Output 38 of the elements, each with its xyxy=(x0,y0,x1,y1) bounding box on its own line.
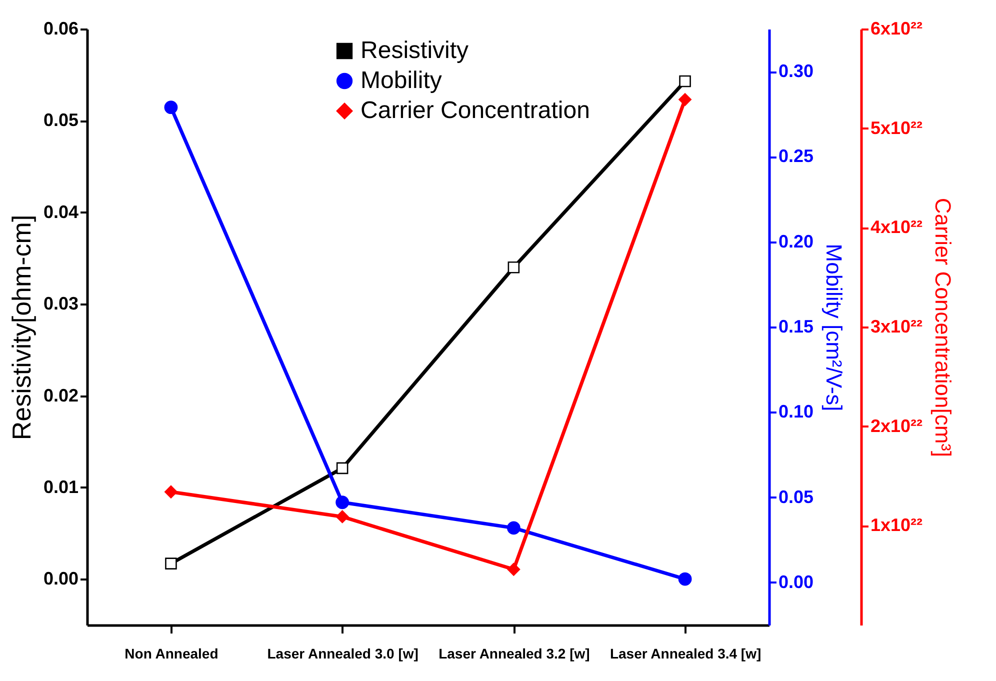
y-tick-label: 0.00 xyxy=(43,568,78,589)
y3-tick-label: 6x10²² xyxy=(870,18,923,38)
legend-label: Mobility xyxy=(360,67,442,94)
y-tick-label: 0.03 xyxy=(43,294,78,314)
point xyxy=(164,100,178,114)
point xyxy=(336,462,348,474)
point xyxy=(678,572,692,586)
legend-label: Carrier Concentration xyxy=(360,97,590,124)
y-axis-title: Resistivity[ohm-cm] xyxy=(6,214,36,440)
y2-tick-label: 0.10 xyxy=(778,402,814,422)
y2-tick-label: 0.15 xyxy=(778,316,814,336)
y2-tick-label: 0.05 xyxy=(778,486,814,507)
y3-tick-label: 5x10²² xyxy=(870,118,923,138)
x-tick-label: Laser Annealed 3.2 [w] xyxy=(438,646,590,662)
y2-tick-label: 0.25 xyxy=(778,146,814,166)
point xyxy=(508,262,520,274)
y3-tick-label: 3x10²² xyxy=(870,316,923,336)
y2-tick-label: 0.00 xyxy=(778,572,814,592)
y2-axis-title: Mobility [cm²/V-s] xyxy=(822,244,847,412)
y3-axis-title: Carrier Concentration[cm³] xyxy=(930,198,956,458)
y-tick-label: 0.01 xyxy=(43,476,78,497)
x-tick-label: Laser Annealed 3.0 [w] xyxy=(267,646,418,662)
point xyxy=(165,558,177,570)
point xyxy=(506,521,520,535)
y-tick-label: 0.05 xyxy=(43,110,78,130)
y2-tick-label: 0.20 xyxy=(778,231,814,252)
y2-tick-label: 0.30 xyxy=(778,61,814,82)
y3-tick-label: 4x10²² xyxy=(870,217,923,238)
point xyxy=(679,75,691,88)
x-tick-label: Non Annealed xyxy=(124,646,218,662)
x-tick-label: Laser Annealed 3.4 [w] xyxy=(610,646,762,662)
point xyxy=(336,496,350,510)
y3-tick-label: 1x10²² xyxy=(870,515,923,536)
y3-tick-label: 2x10²² xyxy=(870,416,923,436)
y-tick-label: 0.06 xyxy=(43,18,78,38)
legend-label: Resistivity xyxy=(360,37,469,64)
y-tick-label: 0.04 xyxy=(43,202,78,222)
y-tick-label: 0.02 xyxy=(43,385,78,406)
